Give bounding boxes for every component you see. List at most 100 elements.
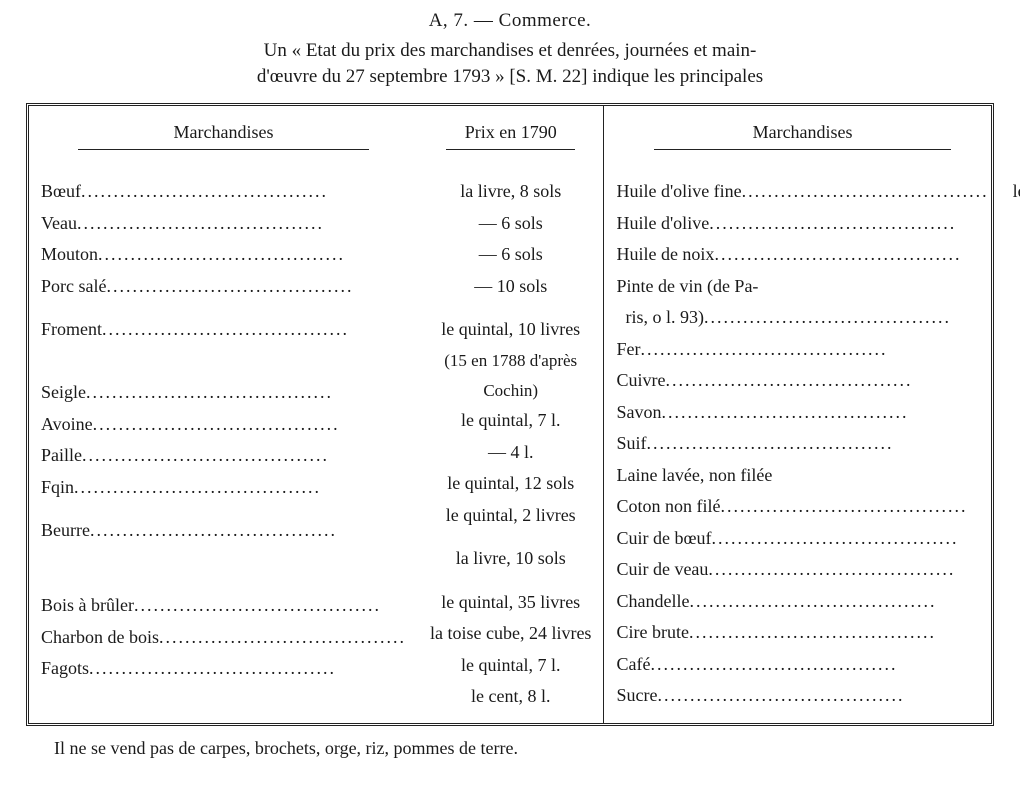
leader-dots	[90, 515, 406, 547]
leader-dots	[714, 239, 988, 271]
leader-dots	[159, 622, 406, 654]
right-prices-cell: le quintal, 150 livres le quintal, 120 l…	[1001, 176, 1020, 723]
item-label: Café	[616, 649, 650, 681]
item-label: Huile d'olive fine	[616, 176, 741, 208]
item-label: Bœuf	[41, 176, 81, 208]
item-label: Huile de noix	[616, 239, 714, 271]
item-label: Bois à brûler	[41, 590, 134, 622]
item-price: la livre, 1 l. 10 s.	[1013, 365, 1020, 397]
left-items-cell: Bœuf Veau Mouton Porc salé Froment Seigl…	[29, 176, 418, 723]
group-spacer	[430, 302, 591, 314]
table-row: Sucre	[616, 680, 988, 712]
header-underline	[654, 149, 952, 150]
table-body-row: Bœuf Veau Mouton Porc salé Froment Seigl…	[29, 176, 1020, 723]
group-spacer	[41, 302, 406, 314]
item-label: Fagots	[41, 653, 89, 685]
leader-dots	[102, 314, 406, 346]
item-price: le quintal, 7 l.	[430, 650, 591, 682]
table-row: Fqin	[41, 472, 406, 504]
group-spacer	[430, 531, 591, 543]
table-row: Charbon de bois	[41, 622, 406, 654]
leader-dots	[720, 491, 988, 523]
leader-dots	[657, 680, 988, 712]
leader-dots	[106, 271, 406, 303]
table-row	[41, 559, 406, 591]
table-row: Fagots	[41, 653, 406, 685]
table-row: Cuivre	[616, 365, 988, 397]
item-price: — 4 l.	[430, 437, 591, 469]
item-label: Sucre	[616, 680, 657, 712]
item-label: Paille	[41, 440, 82, 472]
item-price: la livre, 8 sols	[430, 176, 591, 208]
leader-dots	[708, 554, 988, 586]
footnote-text: Il ne se vend pas de carpes, brochets, o…	[54, 738, 518, 758]
item-label: Fqin	[41, 472, 74, 504]
table-row: Cuir de veau	[616, 554, 988, 586]
leader-dots	[711, 523, 988, 555]
table-row: Cire brute	[616, 617, 988, 649]
table-row: Huile d'olive	[616, 208, 988, 240]
header-label: Marchandises	[174, 122, 274, 142]
header-marchandises-right: Marchandises	[604, 106, 1001, 176]
leader-dots	[709, 208, 988, 240]
leader-dots	[81, 176, 406, 208]
document-page: A, 7. — Commerce. Un « Etat du prix des …	[0, 0, 1020, 796]
item-label: Cuir de veau	[616, 554, 708, 586]
table-row: Paille	[41, 440, 406, 472]
item-price: — 6 sols	[430, 239, 591, 271]
table-row: Fer	[616, 334, 988, 366]
table-row: Seigle	[41, 377, 406, 409]
table-row: Huile de noix	[616, 239, 988, 271]
item-price: la livre, 10 sols	[430, 543, 591, 575]
item-price: le quintal, 35 livres	[430, 587, 591, 619]
item-price: — 300 l.	[1013, 554, 1020, 586]
item-price: le quintal, 12 sols	[430, 468, 591, 500]
header-underline	[446, 149, 575, 150]
item-note: (15 en 1788 d'après Cochin)	[430, 346, 591, 406]
table-row: Chandelle	[616, 586, 988, 618]
table-row: Pinte de vin (de Pa-	[616, 271, 988, 303]
item-price: le quintal, 50 l.	[1013, 397, 1020, 429]
item-label: Mouton	[41, 239, 98, 271]
item-price: — 50 l.	[1013, 428, 1020, 460]
header-underline	[78, 149, 370, 150]
group-spacer	[430, 575, 591, 587]
leader-dots	[98, 239, 406, 271]
leader-dots	[89, 653, 406, 685]
table-row: Veau	[41, 208, 406, 240]
price-table: Marchandises Prix en 1790 Marchandises P…	[29, 106, 1020, 723]
item-label: Avoine	[41, 409, 93, 441]
item-label: Cire brute	[616, 617, 688, 649]
item-price: le quintal, 120 l.	[1013, 208, 1020, 240]
item-price: la livre, 1 l. 15 s.	[1013, 460, 1020, 492]
item-label: Fer	[616, 334, 640, 366]
item-price: la livre, 1 l. 6 s.	[1013, 649, 1020, 681]
item-label: Seigle	[41, 377, 86, 409]
leader-dots	[640, 334, 988, 366]
table-row: Bœuf	[41, 176, 406, 208]
item-label: Laine lavée, non filée	[616, 460, 772, 492]
intro-paragraph: Un « Etat du prix des marchandises et de…	[60, 38, 960, 89]
table-row: Porc salé	[41, 271, 406, 303]
item-label: Savon	[616, 397, 661, 429]
leader-dots	[86, 377, 406, 409]
table-row: Huile d'olive fine	[616, 176, 988, 208]
intro-line-2: d'œuvre du 27 septembre 1793 » [S. M. 22…	[257, 66, 763, 87]
table-row: Bois à brûler	[41, 590, 406, 622]
item-label: Porc salé	[41, 271, 106, 303]
left-prices-cell: la livre, 8 sols — 6 sols — 6 sols — 10 …	[418, 176, 604, 723]
table-row: Beurre	[41, 515, 406, 547]
leader-dots	[646, 428, 988, 460]
leader-dots	[689, 617, 989, 649]
item-price: le quintal, 250 l.	[1013, 523, 1020, 555]
item-label: Pinte de vin (de Pa-	[616, 271, 758, 303]
section-heading: A, 7. — Commerce.	[20, 10, 1000, 32]
heading-text: A, 7. — Commerce.	[429, 10, 592, 31]
group-spacer	[41, 503, 406, 515]
item-label: Beurre	[41, 515, 90, 547]
item-price: le cent, 8 l.	[430, 681, 591, 713]
table-row: Laine lavée, non filée	[616, 460, 988, 492]
header-marchandises-left: Marchandises	[29, 106, 418, 176]
header-prix-right: Prix en 1790	[1001, 106, 1020, 176]
item-price: la toise cube, 24 livres	[430, 618, 591, 650]
